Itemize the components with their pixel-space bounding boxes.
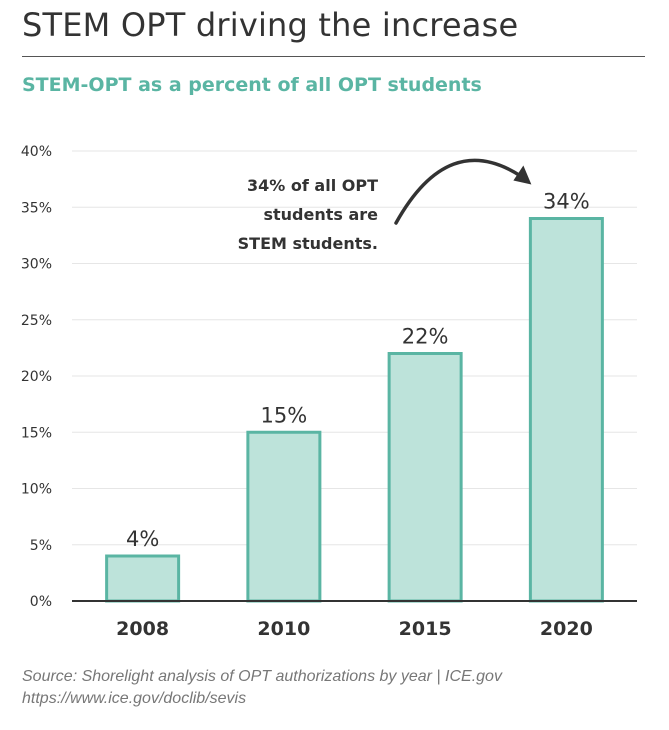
bar: [105, 554, 181, 603]
arrowhead-icon: [513, 165, 532, 185]
data-label: 15%: [261, 403, 308, 427]
data-label: 34%: [543, 190, 590, 214]
y-tick-label: 35%: [21, 200, 52, 216]
y-tick-label: 30%: [21, 257, 52, 273]
bar: [528, 217, 604, 603]
x-tick-label: 2010: [257, 618, 310, 640]
y-tick-label: 10%: [21, 482, 52, 498]
annotation-text: 34% of all OPT: [247, 176, 378, 195]
y-tick-label: 0%: [30, 594, 52, 610]
title-divider: [22, 56, 645, 57]
annotation-text: STEM students.: [238, 234, 378, 253]
annotation-arrow: [394, 158, 524, 225]
chart-subtitle: STEM-OPT as a percent of all OPT student…: [22, 74, 482, 96]
annotation-text: students are: [263, 205, 378, 224]
data-label: 22%: [402, 325, 449, 349]
bar: [387, 352, 463, 603]
y-tick-label: 25%: [21, 313, 52, 329]
chart-title: STEM OPT driving the increase: [22, 6, 519, 44]
y-tick-label: 20%: [21, 369, 52, 385]
source-text: Source: Shorelight analysis of OPT autho…: [22, 668, 502, 685]
x-tick-label: 2008: [116, 618, 169, 640]
source-url[interactable]: https://www.ice.gov/doclib/sevis: [22, 690, 247, 707]
x-tick-label: 2020: [540, 618, 593, 640]
bar-chart: 0% 5% 10% 15% 20% 25% 30% 35% 40% 4% 2008 15% 2010 22…: [21, 144, 637, 640]
y-tick-label: 15%: [21, 425, 52, 441]
source-note: Source: Shorelight analysis of OPT autho…: [22, 666, 502, 710]
y-tick-label: 5%: [30, 538, 52, 554]
bar: [246, 430, 322, 603]
data-label: 4%: [126, 527, 159, 551]
y-tick-label: 40%: [21, 144, 52, 160]
x-tick-label: 2015: [399, 618, 452, 640]
